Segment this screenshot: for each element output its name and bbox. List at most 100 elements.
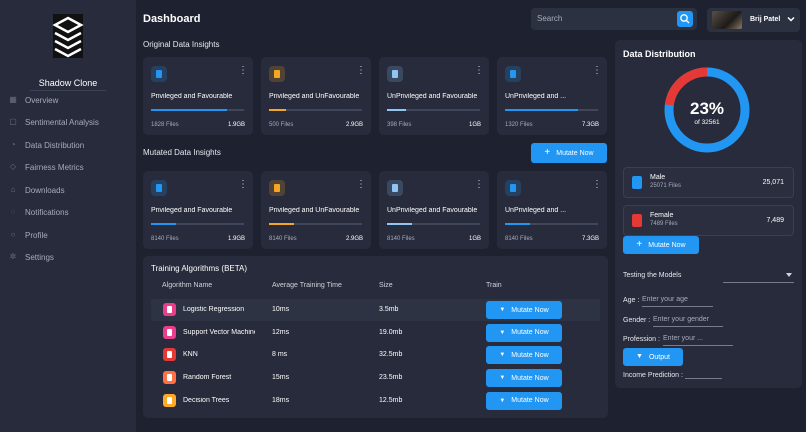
insight-card[interactable]: ⋮ Privileged and Favourable 1828 Files 1.9G… <box>143 57 253 135</box>
gender-input[interactable]: Enter your gender <box>653 316 723 327</box>
mutate-now-label: Mutate Now <box>556 149 594 157</box>
income-output <box>685 368 722 379</box>
insight-card[interactable]: ⋮ Privileged and UnFavourable 8140 Files 2.… <box>261 171 371 249</box>
card-files: 1320 Files <box>505 122 533 128</box>
algorithm-icon <box>163 393 176 407</box>
header-average-training-time: Average Training Time <box>272 282 342 289</box>
caret-down-icon: ▼ <box>499 375 506 382</box>
income-label: Income Prediction : <box>623 372 683 379</box>
drive-icon <box>269 66 285 82</box>
output-button[interactable]: ▼ Output <box>623 348 683 366</box>
chevron-down-icon[interactable] <box>785 13 797 25</box>
model-select[interactable] <box>723 282 794 283</box>
page-title: Dashboard <box>143 13 201 25</box>
train-mutate-button[interactable]: ▼ Mutate Now <box>486 346 562 365</box>
testing-label: Testing the Models <box>623 272 682 279</box>
card-size: 1GB <box>468 122 481 128</box>
table-row: Support Vector Machine 12ms 19.0mb ▼ Mutate … <box>151 322 600 344</box>
distribution-mutate-label: Mutate Now <box>648 241 686 249</box>
distribution-donut: 23% of 32561 <box>664 67 750 153</box>
profession-input[interactable]: Enter your ... <box>663 335 733 346</box>
distribution-mutate-button[interactable]: + Mutate Now <box>623 236 699 254</box>
mutate-now-button[interactable]: + Mutate Now <box>531 143 607 163</box>
insight-card[interactable]: ⋮ UnPrivileged and Favourable 398 Files 1GB <box>379 57 489 135</box>
grid-icon: ▦ <box>9 95 17 104</box>
train-mutate-label: Mutate Now <box>511 374 549 382</box>
insight-card[interactable]: ⋮ UnPrivileged and Favourable 8140 Files 1G… <box>379 171 489 249</box>
sidebar-item-label: Overview <box>25 95 59 105</box>
more-icon[interactable]: ⋮ <box>356 65 366 76</box>
donut-track <box>664 67 750 153</box>
insight-card[interactable]: ⋮ Privileged and UnFavourable 500 Files 2.9… <box>261 57 371 135</box>
sidebar-item-fairness-metrics[interactable]: ◇ Fairness Metrics <box>8 160 128 174</box>
sidebar-item-settings[interactable]: ✲ Settings <box>8 250 128 264</box>
search-bar[interactable]: Search <box>531 8 697 30</box>
group-files: 25071 Files <box>650 183 682 189</box>
more-icon[interactable]: ⋮ <box>592 65 602 76</box>
insight-card[interactable]: ⋮ Privileged and Favourable 8140 Files 1.9G… <box>143 171 253 249</box>
card-size: 1GB <box>468 236 481 242</box>
more-icon[interactable]: ⋮ <box>474 65 484 76</box>
caret-down-icon[interactable] <box>786 273 792 277</box>
progress-bar <box>151 109 244 111</box>
algorithm-time: 8 ms <box>272 351 288 359</box>
algorithms-panel: Training Algorithms (BETA) Algorithm Nam… <box>143 256 608 418</box>
progress-bar <box>387 223 480 225</box>
age-input[interactable]: Enter your age <box>642 296 713 307</box>
train-mutate-button[interactable]: ▼ Mutate Now <box>486 323 562 342</box>
algorithm-icon <box>163 371 176 385</box>
logo-icon <box>52 14 84 58</box>
progress-fill <box>151 109 228 111</box>
chat-icon: ▢ <box>9 117 17 126</box>
more-icon[interactable]: ⋮ <box>238 65 248 76</box>
card-files: 398 Files <box>387 122 412 128</box>
document-icon <box>632 214 642 227</box>
divider <box>30 90 106 91</box>
sidebar-item-data-distribution[interactable]: ◔ Data Distribution <box>8 138 128 152</box>
search-button[interactable] <box>677 11 693 27</box>
train-mutate-button[interactable]: ▼ Mutate Now <box>486 301 562 319</box>
insight-card[interactable]: ⋮ UnPrivileged and ... 1320 Files 7.3GB <box>497 57 607 135</box>
card-files: 8140 Files <box>387 236 415 242</box>
card-title: Privileged and Favourable <box>151 207 233 214</box>
train-mutate-button[interactable]: ▼ Mutate Now <box>486 369 562 388</box>
progress-bar <box>269 109 362 111</box>
card-size: 2.9GB <box>345 122 363 128</box>
sidebar-item-profile[interactable]: ○ Profile <box>8 228 128 242</box>
algorithm-time: 10ms <box>272 306 290 313</box>
card-title: Privileged and UnFavourable <box>269 93 360 100</box>
card-files: 8140 Files <box>151 236 179 242</box>
insight-card[interactable]: ⋮ UnPrivileged and ... 8140 Files 7.3GB <box>497 171 607 249</box>
more-icon[interactable]: ⋮ <box>592 179 602 190</box>
algorithm-time: 12ms <box>272 328 290 336</box>
more-icon[interactable]: ⋮ <box>474 179 484 190</box>
user-menu[interactable]: Brij Patel <box>707 8 800 32</box>
donut-total: of 32561 <box>694 119 720 126</box>
sidebar-item-sentimental-analysis[interactable]: ▢ Sentimental Analysis <box>8 115 128 129</box>
sidebar-item-notifications[interactable]: ◌ Notifications <box>8 205 128 219</box>
card-title: Privileged and Favourable <box>151 93 233 100</box>
sidebar-item-downloads[interactable]: ⌂ Downloads <box>8 183 128 197</box>
more-icon[interactable]: ⋮ <box>238 179 248 190</box>
group-count: 25,071 <box>762 179 784 186</box>
more-icon[interactable]: ⋮ <box>356 179 366 190</box>
algorithm-time: 15ms <box>272 374 290 382</box>
user-name: Brij Patel <box>750 16 781 23</box>
train-mutate-button[interactable]: ▼ Mutate Now <box>486 391 562 410</box>
algorithms-title: Training Algorithms (BETA) <box>151 264 248 273</box>
progress-bar <box>505 223 598 225</box>
group-name: Female <box>650 212 674 219</box>
algorithm-name: Logistic Regression <box>183 306 245 313</box>
table-row: Random Forest 15ms 23.5mb ▼ Mutate Now <box>151 367 600 389</box>
sidebar-item-overview[interactable]: ▦ Overview <box>8 93 128 107</box>
algorithm-name: Random Forest <box>183 374 232 382</box>
group-card-female: Female 7489 Files 7,489 <box>623 205 794 236</box>
algorithm-size: 32.5mb <box>379 351 403 359</box>
search-input[interactable]: Search <box>537 14 563 23</box>
progress-bar <box>387 109 480 111</box>
shield-icon <box>505 66 521 82</box>
sidebar-item-label: Data Distribution <box>25 140 85 150</box>
card-files: 500 Files <box>269 122 294 128</box>
progress-bar <box>151 223 244 225</box>
age-label: Age : <box>623 297 640 304</box>
